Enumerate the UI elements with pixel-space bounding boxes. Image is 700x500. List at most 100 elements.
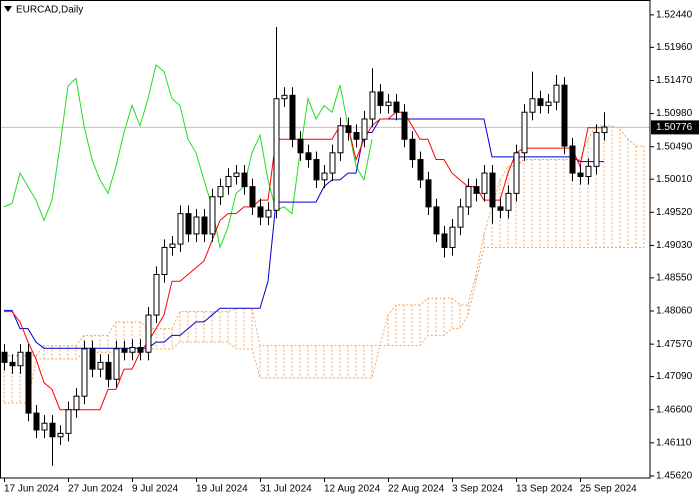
y-tick-label: 1.46110 xyxy=(656,437,692,448)
candle-body xyxy=(33,412,40,431)
x-tick-label: 19 Jul 2024 xyxy=(196,484,248,495)
candle-body xyxy=(465,186,472,208)
candle-body xyxy=(137,347,144,353)
candle-body xyxy=(289,94,296,140)
chikou-line xyxy=(3,64,373,250)
x-tick-label: 31 Jul 2024 xyxy=(260,484,312,495)
candle-body xyxy=(249,186,256,208)
candle-body xyxy=(321,172,328,181)
candle-body xyxy=(353,132,360,140)
candle-body xyxy=(209,196,216,235)
y-tick-label: 1.50010 xyxy=(656,174,693,185)
candle-body xyxy=(473,186,480,194)
x-tick-label: 9 Jul 2024 xyxy=(132,484,179,495)
candle-body xyxy=(481,172,488,194)
candle-body xyxy=(185,213,192,235)
candle-body xyxy=(129,347,136,353)
candle-body xyxy=(553,84,560,103)
candle-body xyxy=(65,409,72,434)
candle-body xyxy=(297,138,304,154)
candle-body xyxy=(217,186,224,198)
candle-body xyxy=(97,361,104,370)
candle-body xyxy=(513,152,520,194)
candle-body xyxy=(105,361,112,380)
candle-body xyxy=(497,206,504,211)
candle-body xyxy=(577,172,584,177)
x-tick-label: 13 Sep 2024 xyxy=(516,484,573,495)
candle-body xyxy=(225,175,232,188)
y-tick-label: 1.48550 xyxy=(656,273,693,284)
candle-body xyxy=(153,273,160,316)
x-tick-label: 25 Sep 2024 xyxy=(580,484,637,495)
candle-body xyxy=(585,165,592,177)
candle-body xyxy=(17,351,24,367)
candle-body xyxy=(193,216,200,235)
candle-body xyxy=(265,209,272,218)
last-price-box xyxy=(651,120,699,135)
candle-body xyxy=(537,98,544,106)
candle-body xyxy=(457,206,464,228)
x-tick-label: 12 Aug 2024 xyxy=(324,484,381,495)
candle-body xyxy=(329,152,336,174)
kijun-line xyxy=(4,118,604,349)
candle-body xyxy=(25,351,32,414)
plot-area xyxy=(0,27,650,466)
candle-body xyxy=(409,138,416,161)
candle-body xyxy=(593,132,600,167)
candle-body xyxy=(281,94,288,100)
candle-body xyxy=(273,98,280,211)
candle-body xyxy=(489,172,496,208)
cloud-span-a xyxy=(4,125,644,357)
x-tick-label: 22 Aug 2024 xyxy=(388,484,445,495)
candle-body xyxy=(385,101,392,106)
y-tick-label: 1.45620 xyxy=(656,471,693,482)
candle-body xyxy=(57,432,64,438)
y-tick-label: 1.52440 xyxy=(656,10,693,21)
y-tick-label: 1.47090 xyxy=(656,371,693,382)
candle-body xyxy=(401,111,408,140)
candle-body xyxy=(377,91,384,106)
candle-body xyxy=(233,172,240,177)
candle-body xyxy=(161,246,168,275)
candle-body xyxy=(545,101,552,106)
y-tick-label: 1.49030 xyxy=(656,240,693,251)
candle-body xyxy=(81,348,88,397)
menu-arrow[interactable] xyxy=(4,6,12,12)
candle-body xyxy=(361,118,368,140)
candle-body xyxy=(505,192,512,211)
candle-body xyxy=(305,152,312,161)
plot-border xyxy=(0,0,651,479)
y-tick-label: 1.48060 xyxy=(656,306,693,317)
candle-body xyxy=(313,159,320,181)
candle-body xyxy=(337,125,344,154)
candle-body xyxy=(73,395,80,411)
y-tick-label: 1.47570 xyxy=(656,339,693,350)
y-tick-label: 1.49520 xyxy=(656,207,693,218)
y-tick-label: 1.50490 xyxy=(656,141,693,152)
tenkan-line xyxy=(4,111,604,411)
candle-body xyxy=(417,159,424,181)
chart-title: EURCAD,Daily xyxy=(16,5,83,16)
y-tick-label: 1.51470 xyxy=(656,75,693,86)
candle-body xyxy=(521,111,528,154)
candle-body xyxy=(49,422,56,438)
candle-body xyxy=(449,226,456,248)
candle-body xyxy=(177,213,184,245)
candle-body xyxy=(113,348,120,380)
candle-body xyxy=(9,361,16,367)
x-tick-label: 3 Sep 2024 xyxy=(452,484,504,495)
candle-body xyxy=(121,348,128,353)
candle-body xyxy=(41,422,48,431)
candle-body xyxy=(569,145,576,174)
candle-body xyxy=(169,243,176,248)
candle-body xyxy=(601,126,608,134)
cloud-span-b xyxy=(4,246,644,404)
candle-body xyxy=(425,179,432,208)
x-tick-label: 17 Jun 2024 xyxy=(4,484,59,495)
candle-body xyxy=(345,125,352,134)
candle-body xyxy=(1,351,8,363)
candle-body xyxy=(241,172,248,188)
